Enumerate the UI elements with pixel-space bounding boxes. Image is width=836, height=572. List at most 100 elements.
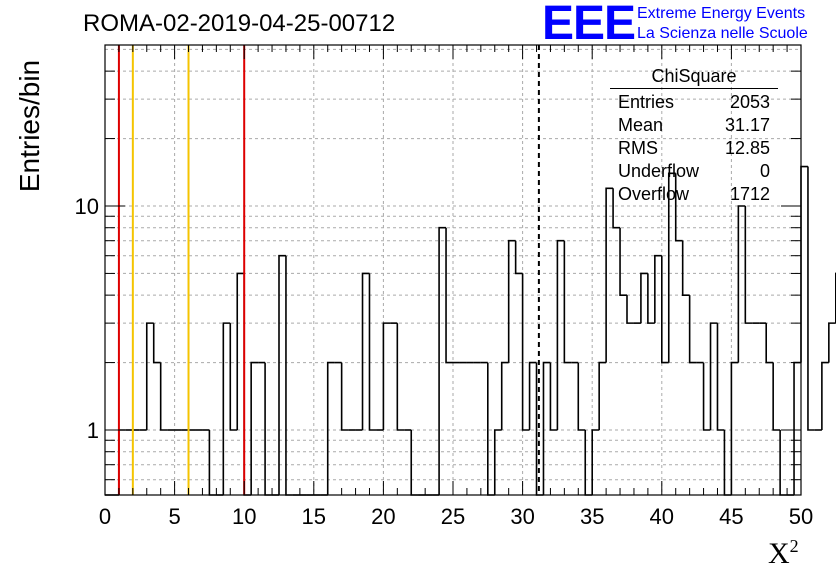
stats-label: Entries: [618, 92, 675, 112]
x-tick-label: 30: [510, 504, 534, 529]
histogram-bin: [640, 272, 648, 324]
histogram-bin: [647, 273, 655, 324]
histogram-bin: [661, 255, 669, 364]
x-tick-label: 50: [789, 504, 813, 529]
logo-line-1: Extreme Energy Events: [637, 5, 806, 22]
stats-row: Entries 2053: [610, 91, 778, 114]
histogram-bin: [626, 295, 634, 324]
histogram-bin: [744, 206, 753, 324]
histogram-bin: [445, 227, 453, 364]
histogram-bin: [493, 429, 502, 495]
eee-logo: EEE: [542, 0, 636, 50]
histogram-bin: [264, 362, 273, 496]
histogram-bin: [500, 361, 509, 430]
stats-row: Underflow 0: [610, 160, 778, 183]
histogram-bin: [654, 254, 662, 324]
histogram-bin: [340, 362, 349, 431]
stats-label: Underflow: [618, 161, 700, 181]
histogram-bin: [326, 361, 335, 495]
histogram-bin: [368, 273, 377, 431]
histogram-bin: [438, 226, 447, 495]
x-tick-label: 40: [650, 504, 674, 529]
histogram-bin: [285, 255, 293, 496]
y-axis-label: Entries/bin: [14, 59, 45, 193]
stats-value: 2053: [729, 92, 770, 112]
stats-value: 31.17: [724, 115, 770, 135]
histogram-bin: [563, 240, 572, 364]
x-axis-label-text: X: [768, 537, 790, 570]
histogram-bin: [702, 362, 711, 431]
axis-tick-labels: 0 5 10 15 20 25 30 35 40 45 50 1 10: [75, 194, 814, 529]
stats-title: ChiSquare: [610, 66, 778, 89]
histogram-bin: [487, 362, 495, 496]
x-tick-label: 0: [99, 504, 111, 529]
histogram-bin: [619, 227, 627, 296]
histogram-bin: [535, 362, 544, 496]
histogram-bin: [222, 322, 231, 495]
stats-value: 12.85: [724, 138, 770, 158]
x-tick-label: 20: [371, 504, 395, 529]
histogram-bin: [605, 187, 614, 363]
histogram-bin: [396, 323, 405, 431]
x-tick-label: 45: [719, 504, 743, 529]
histogram-bin: [528, 361, 537, 430]
histogram-bin: [737, 205, 746, 363]
stats-row: Mean 31.17: [610, 114, 778, 137]
histogram-bin: [709, 322, 718, 430]
stats-row: RMS 12.85: [610, 137, 778, 160]
logo-line-2: La Scienza nelle Scuole: [637, 25, 808, 42]
histogram-bin: [577, 362, 586, 431]
histogram-bin: [507, 239, 516, 363]
histogram-bin: [800, 165, 808, 363]
x-tick-label: 15: [302, 504, 326, 529]
histogram-bin: [716, 323, 725, 431]
histogram-bin: [688, 295, 697, 364]
stats-box: ChiSquare Entries 2053 Mean 31.17 RMS 12.85…: [610, 66, 778, 206]
histogram-bin: [145, 322, 154, 430]
histogram-bin: [556, 239, 565, 430]
stats-label: RMS: [618, 138, 658, 158]
histogram-bin: [681, 240, 690, 296]
stats-row: Overflow 1712: [610, 183, 778, 206]
histogram-bin: [674, 173, 683, 242]
histogram-bin: [598, 361, 607, 430]
histogram-bin: [821, 361, 829, 430]
x-axis-label-superscript: 2: [789, 536, 799, 556]
x-tick-label: 25: [441, 504, 465, 529]
x-axis-label: X2: [768, 536, 799, 571]
histogram-bin: [278, 254, 286, 495]
histogram-bin: [236, 272, 245, 430]
histogram-bin: [549, 362, 558, 431]
histogram-bin: [521, 273, 530, 431]
histogram-bin: [772, 362, 781, 431]
stats-value: 0: [759, 161, 770, 181]
histogram-bin: [793, 361, 801, 495]
histogram-bin: [828, 322, 836, 363]
reference-lines: [117, 45, 540, 495]
x-tick-label: 10: [232, 504, 256, 529]
histogram-bin: [514, 240, 523, 275]
stats-value: 1712: [729, 184, 770, 204]
histogram-bin: [807, 166, 815, 431]
histogram-bin: [382, 322, 391, 430]
histogram-bin: [250, 361, 259, 495]
run-title: ROMA-02-2019-04-25-00712: [83, 10, 396, 37]
histogram-bin: [243, 273, 252, 496]
histogram-bin: [667, 172, 676, 363]
histogram-bin: [361, 272, 370, 430]
axis-ticks: [104, 45, 802, 495]
histogram-bin: [765, 323, 774, 364]
histogram-bin: [542, 361, 551, 495]
x-tick-label: 35: [580, 504, 604, 529]
histogram-bin: [612, 188, 621, 229]
x-tick-label: 5: [168, 504, 180, 529]
stats-label: Mean: [618, 115, 664, 135]
histogram-bin: [229, 323, 238, 431]
histogram-bin: [152, 323, 161, 364]
y-tick-label: 10: [75, 194, 99, 219]
histogram-bin: [591, 429, 600, 495]
histogram-bin: [730, 361, 739, 495]
histogram-bin: [159, 362, 168, 431]
stats-label: Overflow: [618, 184, 690, 204]
